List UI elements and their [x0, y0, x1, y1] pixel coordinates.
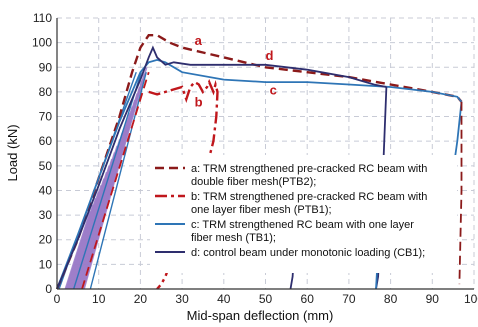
annotation-c: c [270, 82, 277, 97]
legend-label-c: c: TRM strengthened RC beam with one lay… [191, 219, 414, 231]
legend-label-d: d: control beam under monotonic loading … [191, 247, 425, 259]
y-tick-label: 100 [32, 36, 52, 50]
cyclic-band [58, 67, 150, 290]
unloading-branch-a [458, 101, 463, 285]
legend-label-b: b: TRM strengthened pre-cracked RC beam … [191, 191, 427, 203]
legend-label-a: a: TRM strengthened pre-cracked RC beam … [191, 163, 427, 175]
legend-label-a-cont: double fiber mesh(PTB2); [191, 176, 316, 188]
y-tick-label: 90 [39, 60, 53, 74]
x-tick-label: 70 [342, 292, 356, 306]
y-tick-label: 50 [39, 159, 53, 173]
legend: a: TRM strengthened pre-cracked RC beam … [150, 155, 457, 273]
y-tick-label: 30 [39, 208, 53, 222]
x-tick-label: 60 [301, 292, 315, 306]
x-tick-label: 80 [384, 292, 398, 306]
cyclic-envelope-red [81, 71, 150, 290]
x-tick-label: 0 [54, 292, 61, 306]
legend-label-c-cont: fiber mesh (TB1); [191, 232, 276, 244]
tick-labels: 0 10 20 30 40 50 60 70 80 90 100 0 10 20 30 40 50 60 70 80 9… [32, 11, 478, 306]
y-tick-label: 20 [39, 233, 53, 247]
annotation-d: d [266, 48, 274, 63]
y-tick-label: 70 [39, 110, 53, 124]
x-tick-label: 100 [464, 292, 478, 306]
series-line-a [55, 34, 463, 290]
legend-box [150, 155, 457, 273]
x-tick-label: 50 [259, 292, 273, 306]
annotation-a: a [195, 33, 203, 48]
x-tick-label: 20 [134, 292, 148, 306]
y-tick-label: 10 [39, 257, 53, 271]
x-axis-label: Mid-span deflection (mm) [187, 308, 334, 323]
y-tick-label: 110 [33, 11, 52, 25]
x-tick-label: 10 [92, 292, 106, 306]
series-line-c [56, 58, 463, 290]
y-axis-label: Load (kN) [5, 124, 20, 181]
x-tick-label: 40 [217, 292, 231, 306]
axes [56, 18, 474, 290]
annotation-b: b [195, 95, 203, 110]
y-tick-label: 0 [45, 282, 52, 296]
y-tick-label: 80 [39, 85, 53, 99]
y-tick-label: 60 [39, 134, 53, 148]
cyclic-envelope [73, 71, 142, 290]
curve-annotations: a d c b [195, 33, 277, 110]
series-line-d [56, 45, 387, 290]
legend-label-b-cont: one layer fiber mesh (PTB1); [191, 204, 332, 216]
y-tick-label: 40 [39, 183, 53, 197]
x-tick-label: 90 [426, 292, 440, 306]
x-tick-label: 30 [175, 292, 189, 306]
